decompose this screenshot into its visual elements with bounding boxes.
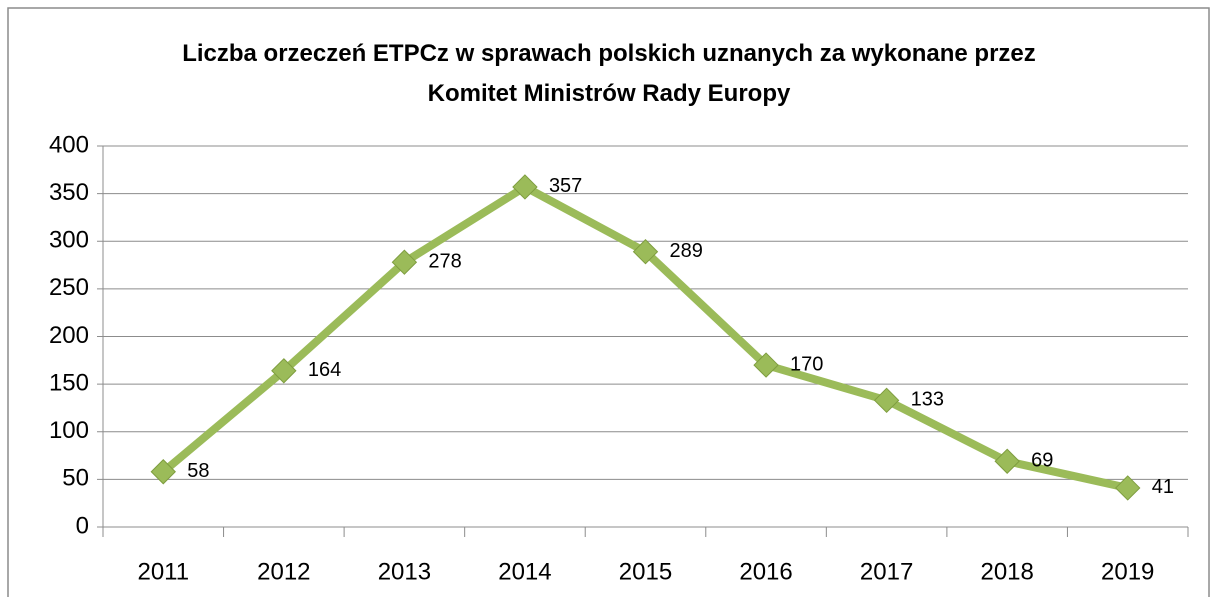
marker xyxy=(753,352,779,378)
y-tick-label: 0 xyxy=(76,512,89,539)
data-label: 41 xyxy=(1152,476,1174,498)
chart-title: Liczba orzeczeń ETPCz w sprawach polskic… xyxy=(182,40,1036,107)
marker xyxy=(994,448,1020,474)
y-tick-label: 300 xyxy=(49,227,89,254)
x-tick-label: 2012 xyxy=(257,558,310,585)
marker xyxy=(873,387,900,414)
marker xyxy=(1115,475,1141,501)
marker xyxy=(512,174,538,200)
x-tick-label: 2018 xyxy=(980,558,1033,585)
data-label: 170 xyxy=(790,353,823,375)
chart-frame xyxy=(7,7,1210,597)
data-label: 289 xyxy=(670,240,703,262)
x-tick-label: 2016 xyxy=(739,558,792,585)
data-label: 164 xyxy=(308,359,341,381)
y-tick-label: 400 xyxy=(49,131,89,158)
x-tick-label: 2019 xyxy=(1101,558,1154,585)
marker xyxy=(391,249,418,275)
y-tick-label: 150 xyxy=(49,369,89,396)
y-tick-label: 50 xyxy=(62,465,89,492)
y-tick-label: 200 xyxy=(49,322,89,349)
x-tick-label: 2014 xyxy=(498,558,551,585)
x-tick-label: 2011 xyxy=(137,558,189,585)
marker xyxy=(632,239,659,265)
y-tick-label: 250 xyxy=(49,274,89,301)
data-label: 69 xyxy=(1031,450,1053,472)
marker xyxy=(150,459,176,485)
y-tick-label: 350 xyxy=(49,179,89,206)
x-tick-label: 2017 xyxy=(860,558,913,585)
data-label: 357 xyxy=(549,175,582,197)
x-tick-label: 2015 xyxy=(619,558,672,585)
data-label: 133 xyxy=(911,389,944,411)
line-series xyxy=(160,182,1129,492)
marker xyxy=(271,358,297,384)
y-tick-label: 100 xyxy=(49,417,89,444)
x-tick-label: 2013 xyxy=(378,558,431,585)
data-label: 58 xyxy=(187,460,209,482)
data-label: 278 xyxy=(428,250,461,272)
